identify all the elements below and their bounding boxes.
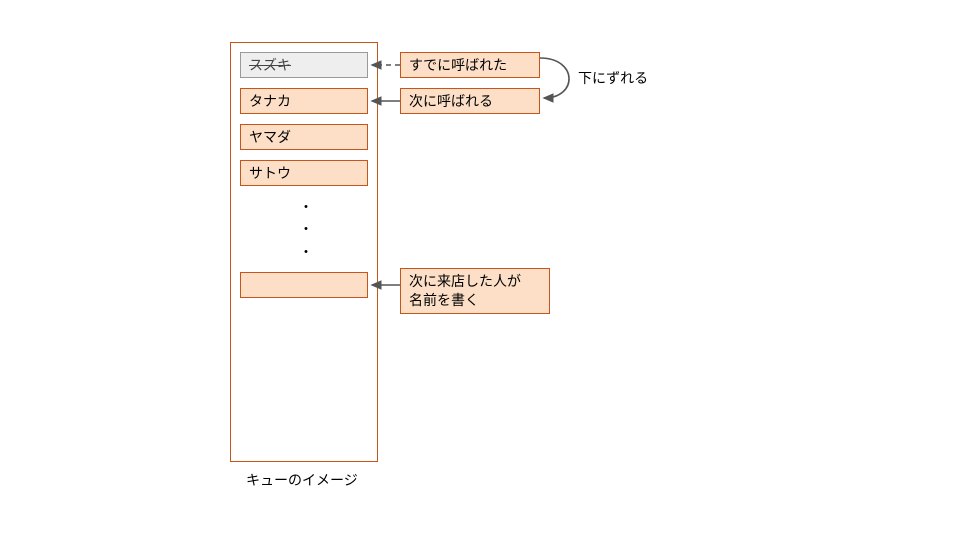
label-already-called: すでに呼ばれた xyxy=(400,52,540,78)
queue-slot-called: スズキ xyxy=(240,52,368,78)
ellipsis-dots: ・ ・ ・ xyxy=(296,196,316,263)
arrow-shift-down xyxy=(540,58,569,98)
annotation-shift-down: 下にずれる xyxy=(578,68,648,88)
queue-slot: サトウ xyxy=(240,160,368,186)
queue-slot-text: タナカ xyxy=(249,91,291,111)
queue-slot-text: ヤマダ xyxy=(249,127,291,147)
label-text: 次に来店した人が 名前を書く xyxy=(409,272,521,310)
queue-slot-text: サトウ xyxy=(249,163,291,183)
queue-slot: タナカ xyxy=(240,88,368,114)
label-next-visitor: 次に来店した人が 名前を書く xyxy=(400,268,550,314)
queue-caption: キューのイメージ xyxy=(246,470,358,490)
queue-slot: ヤマダ xyxy=(240,124,368,150)
queue-slot-empty xyxy=(240,272,368,298)
queue-slot-text: スズキ xyxy=(249,55,291,75)
label-next-called: 次に呼ばれる xyxy=(400,88,540,114)
label-text: 次に呼ばれる xyxy=(409,92,493,111)
label-text: すでに呼ばれた xyxy=(409,56,507,75)
